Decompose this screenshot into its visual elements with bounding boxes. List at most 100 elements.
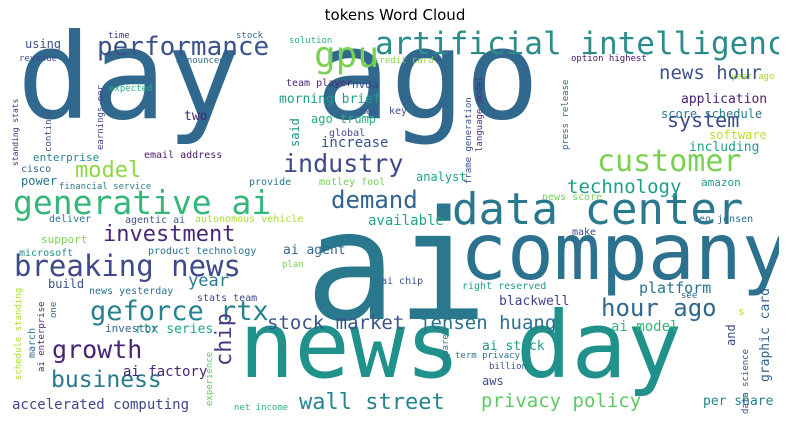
cloud-word: year — [188, 271, 229, 291]
cloud-word: stock — [236, 31, 264, 41]
cloud-word: financial service — [59, 182, 152, 192]
cloud-word: language model — [475, 76, 485, 152]
cloud-word: day ago — [17, 28, 540, 148]
cloud-word: year ago — [731, 72, 775, 82]
cloud-word: stock market — [267, 312, 405, 334]
cloud-word: email address — [144, 150, 223, 161]
cloud-word: announced — [176, 56, 225, 66]
cloud-word: rtx series — [135, 322, 214, 337]
cloud-word: schedule standing — [14, 287, 24, 380]
cloud-word: investment — [103, 222, 236, 247]
cloud-word: amazon — [701, 176, 741, 189]
cloud-word: system — [667, 108, 740, 132]
cloud-word: billion — [489, 362, 527, 372]
cloud-word: nvda — [352, 78, 379, 91]
cloud-word: agentic ai — [125, 215, 186, 226]
cloud-word: cisco — [21, 164, 52, 175]
cloud-word: score schedule — [661, 107, 763, 121]
cloud-word: news yesterday — [89, 286, 174, 297]
cloud-word: ai factory — [123, 364, 208, 380]
cloud-word: generative ai — [13, 183, 272, 222]
cloud-word: solution — [289, 36, 333, 46]
cloud-word: wall street — [299, 390, 445, 415]
cloud-word: increase — [321, 135, 389, 151]
cloud-word: frame generation — [464, 97, 474, 184]
cloud-word: geforce rtx — [90, 296, 269, 327]
cloud-word: one — [49, 301, 59, 318]
cloud-word: global — [329, 128, 366, 139]
cloud-word: enterprise — [33, 151, 100, 164]
cloud-word: plan — [282, 260, 304, 270]
cloud-word: right reserved — [462, 281, 547, 292]
cloud-word: software — [709, 128, 767, 142]
cloud-word: jensen huang — [419, 312, 557, 334]
cloud-word: see — [681, 291, 698, 301]
cloud-word: experience — [205, 351, 215, 406]
cloud-word: application — [681, 92, 768, 107]
word-cloud: ai day ago news day company data center … — [11, 28, 779, 417]
cloud-word: ai model — [611, 319, 679, 335]
cloud-word: term privacy — [455, 351, 521, 361]
cloud-word: analyst — [416, 170, 467, 184]
cloud-word: available — [368, 213, 444, 229]
cloud-word: accelerated computing — [12, 397, 190, 413]
cloud-word: motley fool — [319, 177, 386, 188]
cloud-word: may — [360, 106, 379, 117]
chart-title: tokens Word Cloud — [324, 6, 466, 24]
cloud-word: revenue — [19, 54, 57, 64]
cloud-word: hour ago — [601, 294, 717, 322]
cloud-word: news day — [239, 292, 683, 399]
cloud-word: news hour — [659, 62, 762, 84]
cloud-word: company — [460, 208, 779, 298]
cloud-word: gpu — [314, 35, 380, 76]
cloud-word: ai stock — [482, 339, 545, 354]
cloud-word: earnings per — [96, 84, 106, 150]
cloud-word: time — [108, 31, 130, 41]
cloud-word: privacy policy — [481, 390, 642, 412]
cloud-word: ago trump — [311, 112, 377, 126]
cloud-word: autonomous vehicle — [195, 214, 304, 225]
cloud-word: technology — [567, 176, 682, 198]
cloud-word: microsoft — [19, 248, 74, 259]
cloud-word: ceo jensen — [693, 214, 754, 225]
cloud-word: net income — [234, 403, 289, 413]
cloud-word: stats team — [197, 293, 258, 304]
cloud-word: business — [51, 367, 162, 393]
cloud-word: ai agent — [283, 243, 346, 258]
cloud-word: graphic card — [758, 288, 773, 382]
cloud-word: industry — [283, 149, 404, 178]
cloud-word: option highest — [571, 54, 647, 64]
cloud-word: s — [738, 305, 745, 318]
cloud-word: morning brief — [279, 92, 381, 107]
cloud-word: team player — [286, 78, 353, 89]
cloud-word: ai chip — [381, 276, 424, 287]
cloud-word: data science — [741, 348, 751, 414]
cloud-word: performance — [97, 32, 270, 62]
cloud-word: chip — [212, 313, 237, 366]
cloud-word: ai enterprise — [37, 301, 47, 372]
cloud-word: expected — [109, 84, 153, 94]
cloud-word: deliver — [49, 214, 92, 225]
cloud-word: make — [572, 227, 597, 238]
cloud-word: two — [184, 109, 208, 124]
cloud-word: breaking news — [14, 249, 241, 283]
cloud-word: key — [389, 106, 408, 117]
cloud-word: customer — [597, 144, 742, 179]
cloud-word: credit card — [374, 56, 434, 66]
cloud-word: power — [21, 174, 58, 188]
cloud-word: support — [41, 233, 88, 246]
cloud-word: including — [689, 140, 760, 155]
cloud-word: product technology — [148, 246, 257, 257]
cloud-word: aws — [482, 374, 504, 388]
cloud-word: growth — [52, 335, 143, 364]
cloud-word: and — [724, 324, 738, 346]
cloud-word: demand — [331, 186, 418, 214]
cloud-word: blackwell — [499, 294, 570, 309]
cloud-word: compared — [441, 328, 451, 372]
cloud-word: artificial intelligence — [375, 28, 779, 62]
cloud-word: continue — [44, 108, 54, 152]
cloud-word: using — [25, 37, 62, 51]
cloud-word: provide — [249, 177, 292, 188]
cloud-word: ai — [305, 178, 489, 355]
cloud-word: build — [48, 277, 85, 291]
